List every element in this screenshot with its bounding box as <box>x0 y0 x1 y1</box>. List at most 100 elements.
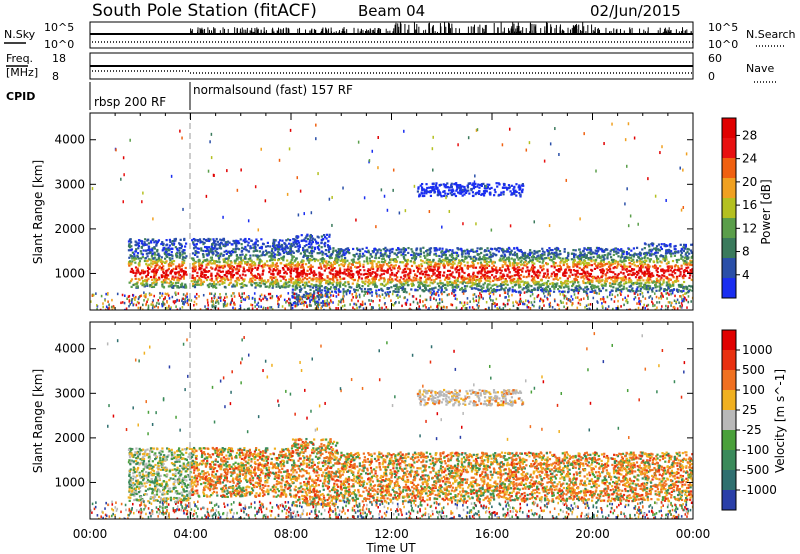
data-cell <box>562 261 565 264</box>
data-cell <box>450 273 453 276</box>
data-cell <box>574 269 577 273</box>
data-cell <box>538 260 541 263</box>
data-cell <box>258 273 261 276</box>
data-cell <box>322 237 325 241</box>
data-cell <box>648 248 652 251</box>
data-cell <box>302 271 305 274</box>
data-cell <box>164 275 167 279</box>
data-cell <box>304 272 307 275</box>
data-cell <box>438 247 441 250</box>
data-cell <box>162 265 165 268</box>
data-cell <box>670 266 673 270</box>
data-cell <box>619 271 623 274</box>
data-cell <box>337 288 340 291</box>
data-cell <box>587 246 590 250</box>
data-cell <box>174 237 177 241</box>
data-cell <box>537 280 540 284</box>
cpid-strip: CPID rbsp 200 RF normalsound (fast) 157 … <box>6 82 353 110</box>
data-cell <box>602 250 605 253</box>
data-cell <box>156 240 159 243</box>
data-cell <box>561 283 564 286</box>
data-cell <box>591 251 595 254</box>
data-cell <box>183 259 186 262</box>
data-cell <box>230 267 234 270</box>
data-cell <box>461 269 464 272</box>
data-cell <box>595 258 598 261</box>
data-cell <box>338 252 342 255</box>
data-cell <box>554 285 557 289</box>
data-cell <box>259 281 262 285</box>
data-cell <box>463 271 466 275</box>
data-cell <box>412 276 415 279</box>
data-cell <box>149 275 153 279</box>
data-cell <box>320 246 323 249</box>
data-cell <box>198 278 201 282</box>
data-cell <box>661 283 664 286</box>
data-cell <box>170 250 173 254</box>
data-cell <box>318 281 321 284</box>
data-cell <box>179 238 182 241</box>
data-cell <box>146 255 149 258</box>
data-cell <box>495 269 498 272</box>
data-cell <box>451 250 454 253</box>
data-cell <box>665 256 668 259</box>
data-cell <box>276 272 280 275</box>
data-cell <box>602 258 605 262</box>
data-cell <box>422 284 425 288</box>
data-cell <box>361 252 365 255</box>
data-cell <box>304 291 307 294</box>
data-cell <box>233 242 236 245</box>
data-cell <box>218 266 221 269</box>
data-cell <box>520 280 523 283</box>
data-cell <box>651 248 654 251</box>
data-cell <box>381 269 384 272</box>
data-cell <box>472 265 475 268</box>
data-cell <box>419 250 422 253</box>
data-cell <box>467 274 470 277</box>
data-cell <box>318 248 321 251</box>
data-cell <box>223 265 226 268</box>
data-cell <box>525 262 529 266</box>
data-cell <box>301 269 304 273</box>
data-cell <box>682 285 685 289</box>
data-cell <box>502 251 505 254</box>
data-cell <box>240 276 243 280</box>
data-cell <box>145 252 148 255</box>
data-cell <box>157 278 160 281</box>
data-cell <box>366 260 369 263</box>
data-cell <box>453 262 456 265</box>
data-cell <box>229 281 233 284</box>
data-cell <box>278 243 281 246</box>
data-cell <box>336 271 339 274</box>
data-cell <box>667 287 670 290</box>
data-cell <box>568 268 571 271</box>
data-cell <box>649 253 652 256</box>
data-cell <box>576 275 580 278</box>
data-cell <box>680 251 683 254</box>
data-cell <box>528 284 531 287</box>
data-cell <box>405 265 408 268</box>
data-cell <box>486 247 489 250</box>
data-cell <box>319 296 322 299</box>
data-cell <box>129 239 132 242</box>
data-cell <box>573 259 576 262</box>
data-cell <box>249 271 253 274</box>
data-cell <box>319 251 322 254</box>
data-cell <box>366 250 369 254</box>
data-cell <box>691 254 693 257</box>
data-cell <box>595 277 599 280</box>
data-cell <box>613 276 616 279</box>
date-label: 02/Jun/2015 <box>590 2 681 20</box>
data-cell <box>274 249 277 252</box>
data-cell <box>172 284 175 288</box>
data-cell <box>258 261 261 265</box>
data-cell <box>591 279 594 282</box>
data-cell <box>665 244 668 247</box>
data-cell <box>227 278 230 282</box>
data-cell <box>688 284 691 288</box>
data-cell <box>317 290 320 293</box>
data-cell <box>192 263 195 266</box>
data-cell <box>220 276 223 279</box>
data-cell <box>351 277 354 280</box>
data-cell <box>147 267 151 271</box>
